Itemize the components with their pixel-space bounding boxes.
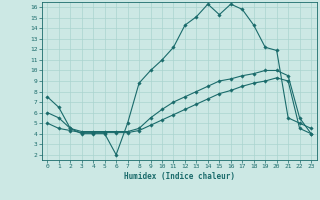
- X-axis label: Humidex (Indice chaleur): Humidex (Indice chaleur): [124, 172, 235, 181]
